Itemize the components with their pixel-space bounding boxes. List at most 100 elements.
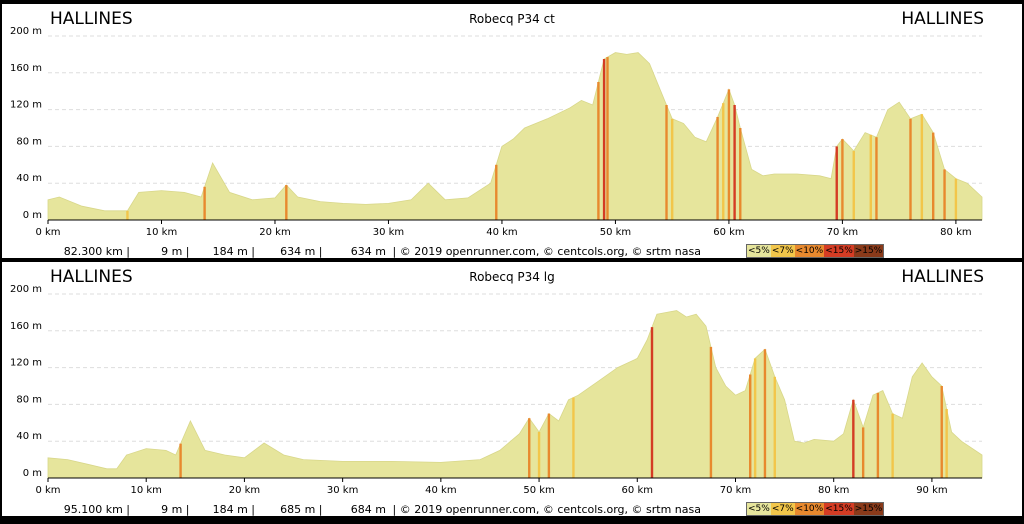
grade-segment (126, 210, 129, 220)
credits: | © 2019 openrunner.com, © centcols.org,… (392, 503, 702, 516)
grade-segment (722, 103, 725, 220)
credits: | © 2019 openrunner.com, © centcols.org,… (392, 245, 702, 258)
grade-segment (602, 59, 606, 220)
max-altitude-stat: 184 m | (212, 245, 255, 258)
elevation-gain-stat: 685 m | (280, 503, 323, 516)
grade-segment (891, 413, 894, 478)
legend-lt7: <7% (770, 245, 795, 257)
grade-segment (876, 392, 880, 478)
x-tick-label: 0 km (35, 485, 60, 496)
x-tick-label: 70 km (827, 227, 858, 238)
elevation-area (47, 310, 983, 479)
grade-segment (861, 427, 865, 478)
y-tick-label: 120 m (10, 358, 42, 369)
y-tick-label: 80 m (16, 136, 42, 147)
grade-segment (869, 134, 872, 220)
grade-segment (909, 118, 912, 220)
min-altitude-stat: 9 m | (161, 503, 190, 516)
grade-segment (606, 57, 609, 221)
y-tick-label: 160 m (10, 321, 42, 332)
grade-segment (763, 349, 767, 478)
start-label: HALLINES (50, 267, 133, 287)
grade-segment (528, 418, 531, 478)
grade-segment (716, 116, 719, 220)
y-tick-label: 120 m (10, 100, 42, 111)
elevation-chart-2: 0 m 40 m 80 m 120 m 160 m 200 m 0 km 10 km 20 km… (10, 284, 983, 496)
grade-segment (954, 178, 958, 220)
legend-lt10: <10% (794, 503, 825, 515)
legend-lt5: <5% (747, 245, 771, 257)
y-tick-label: 40 m (16, 173, 42, 184)
grade-segment (733, 105, 736, 220)
grade-segment (495, 164, 498, 220)
stats-footer: 82.300 km | 9 m | 184 m | 634 m | 634 m … (44, 245, 701, 258)
y-tick-label: 40 m (16, 431, 42, 442)
grade-segment (943, 169, 946, 220)
grade-segment (597, 82, 600, 220)
elevation-loss-stat: 684 m (350, 503, 386, 516)
y-tick-label: 160 m (10, 63, 42, 74)
end-label: HALLINES (901, 267, 984, 287)
legend-lt10: <10% (794, 245, 825, 257)
grade-segment (841, 139, 844, 220)
end-label: HALLINES (901, 9, 984, 29)
grade-segment (572, 397, 575, 478)
x-tick-label: 10 km (130, 485, 161, 496)
distance-stat: 95.100 km | (63, 503, 130, 516)
x-tick-label: 60 km (622, 485, 653, 496)
x-tick-label: 30 km (373, 227, 404, 238)
x-tick-label: 60 km (713, 227, 744, 238)
legend-lt15: <15% (824, 503, 854, 515)
grade-segment (875, 137, 878, 220)
grade-segment (920, 114, 924, 220)
grade-segment (932, 132, 935, 220)
x-tick-label: 40 km (425, 485, 456, 496)
x-tick-label: 20 km (259, 227, 290, 238)
x-tick-label: 40 km (486, 227, 517, 238)
x-tick-label: 70 km (720, 485, 751, 496)
x-tick-label: 30 km (327, 485, 358, 496)
legend-gt15: >15% (853, 245, 884, 257)
elevation-profile-1: 0 m 40 m 80 m 120 m 160 m 200 m 0 km 10 km 20 km… (2, 4, 1022, 258)
grade-segment (835, 146, 838, 220)
x-tick-label: 10 km (146, 227, 177, 238)
x-tick-label: 0 km (35, 227, 60, 238)
chart-title: Robecq P34 ct (469, 12, 555, 26)
y-tick-label: 0 m (23, 468, 42, 479)
y-tick-label: 80 m (16, 394, 42, 405)
grade-segment (945, 409, 948, 478)
elevation-chart-1: 0 m 40 m 80 m 120 m 160 m 200 m 0 km 10 km 20 km… (10, 26, 983, 238)
start-label: HALLINES (50, 9, 133, 29)
legend-lt7: <7% (770, 503, 795, 515)
chart-title: Robecq P34 lg (469, 270, 555, 284)
grade-segment (852, 399, 855, 478)
grade-segment (670, 118, 674, 220)
grade-segment (739, 128, 742, 220)
y-tick-label: 0 m (23, 210, 42, 221)
grade-segment (753, 358, 757, 478)
elevation-area (47, 52, 983, 221)
legend-lt5: <5% (747, 503, 771, 515)
stats-footer: 95.100 km | 9 m | 184 m | 685 m | 684 m … (44, 503, 701, 516)
grade-segment (203, 186, 206, 220)
elevation-gain-stat: 634 m | (280, 245, 323, 258)
x-tick-label: 50 km (523, 485, 554, 496)
grade-segment (547, 413, 551, 478)
grade-segment (650, 327, 654, 478)
grade-segment (940, 386, 943, 478)
legend-gt15: >15% (853, 503, 884, 515)
x-tick-label: 80 km (940, 227, 971, 238)
grade-segment (709, 346, 713, 478)
max-altitude-stat: 184 m | (212, 503, 255, 516)
grade-segment (773, 376, 776, 478)
grade-segment (852, 151, 855, 220)
grade-segment (665, 105, 668, 220)
elevation-profile-2: 0 m 40 m 80 m 120 m 160 m 200 m 0 km 10 km 20 km… (2, 262, 1022, 516)
x-tick-label: 90 km (916, 485, 947, 496)
x-tick-label: 80 km (818, 485, 849, 496)
grade-legend: <5% <7% <10% <15% >15% (746, 502, 885, 516)
grade-segment (537, 432, 541, 478)
grade-segment (727, 89, 731, 220)
grade-segment (179, 443, 182, 478)
grade-legend: <5% <7% <10% <15% >15% (746, 244, 885, 258)
